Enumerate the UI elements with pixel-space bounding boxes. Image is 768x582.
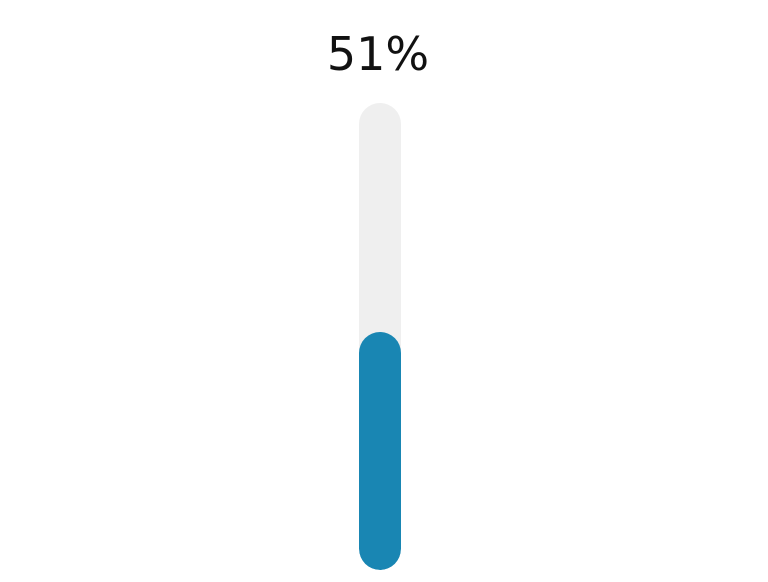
progress-label: 51% [326, 27, 430, 81]
progress-fill [359, 331, 401, 570]
progress-track [359, 103, 401, 570]
